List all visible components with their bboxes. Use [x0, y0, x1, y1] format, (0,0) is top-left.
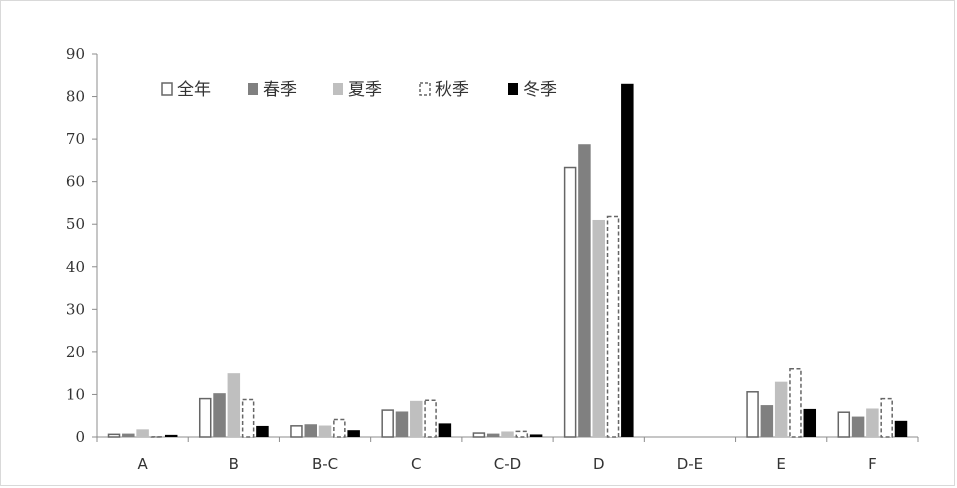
legend-label: 夏季: [348, 80, 382, 100]
bar-B-夏季: [228, 373, 241, 437]
bar-F-春季: [852, 417, 865, 437]
bar-B-冬季: [256, 426, 269, 437]
bar-E-冬季: [804, 409, 817, 437]
bar-B-春季: [213, 393, 226, 437]
bar-B-C-春季: [305, 424, 318, 437]
y-tick-label: 80: [66, 88, 85, 106]
y-tick-label: 50: [66, 215, 85, 233]
bar-C-全年: [382, 410, 393, 437]
bar-F-全年: [838, 412, 849, 437]
bar-C-秋季: [425, 400, 436, 437]
bar-B-C-秋季: [334, 419, 345, 437]
bar-E-春季: [761, 405, 774, 437]
bar-D-夏季: [592, 220, 605, 437]
legend: 全年 春季 夏季 秋季 冬季: [162, 80, 557, 100]
legend-swatch-夏季: [333, 83, 343, 95]
bar-C-D-秋季: [516, 431, 527, 437]
bar-E-全年: [747, 392, 758, 437]
x-tick-label: D-E: [677, 455, 703, 473]
bar-C-春季: [396, 411, 409, 437]
bar-A-冬季: [165, 435, 178, 437]
legend-label: 秋季: [435, 80, 469, 100]
legend-label: 全年: [177, 80, 211, 100]
bar-A-夏季: [136, 429, 149, 437]
y-tick-label: 90: [66, 45, 85, 63]
y-tick-label: 0: [75, 428, 85, 446]
legend-swatch-冬季: [508, 83, 518, 95]
y-tick-label: 30: [66, 300, 85, 318]
bar-D-春季: [578, 144, 591, 437]
bar-B-C-全年: [291, 426, 302, 437]
bar-B-C-冬季: [347, 430, 360, 437]
x-tick-label: C: [411, 455, 421, 473]
x-tick-label: E: [776, 455, 785, 473]
bar-C-D-夏季: [501, 431, 514, 437]
bar-E-秋季: [790, 369, 801, 437]
x-tick-label: B-C: [312, 455, 338, 473]
legend-label: 春季: [263, 80, 297, 100]
bar-C-D-全年: [473, 433, 484, 437]
bar-C-冬季: [439, 423, 452, 437]
x-tick-label: C-D: [494, 455, 521, 473]
bar-A-春季: [122, 434, 135, 437]
y-tick-label: 70: [66, 130, 85, 148]
bar-A-全年: [109, 434, 120, 437]
x-tick-label: F: [868, 455, 877, 473]
bars: [109, 84, 908, 437]
legend-swatch-全年: [162, 83, 172, 95]
bar-C-夏季: [410, 401, 423, 437]
legend-label: 冬季: [523, 80, 557, 100]
bar-C-D-冬季: [530, 434, 543, 437]
y-tick-label: 10: [66, 385, 85, 403]
bar-B-全年: [200, 399, 211, 437]
bar-C-D-春季: [487, 434, 500, 437]
legend-swatch-秋季: [420, 83, 430, 95]
y-axis: 0 10 20 30 40 50 60 70 80 90: [66, 45, 97, 446]
y-tick-label: 60: [66, 173, 85, 191]
x-tick-label: A: [137, 455, 148, 473]
bar-E-夏季: [775, 382, 788, 437]
y-tick-label: 40: [66, 258, 85, 276]
bar-D-全年: [565, 168, 576, 437]
bar-B-秋季: [243, 399, 254, 437]
x-tick-label: D: [593, 455, 605, 473]
bar-F-秋季: [881, 399, 892, 437]
x-axis: A B B-C C C-D D D-E E F: [97, 437, 918, 473]
bar-F-冬季: [895, 421, 908, 437]
y-tick-label: 20: [66, 343, 85, 361]
bar-B-C-夏季: [319, 426, 332, 437]
bar-D-冬季: [621, 84, 634, 437]
x-tick-label: B: [229, 455, 239, 473]
bar-D-秋季: [608, 216, 619, 437]
bar-F-夏季: [866, 408, 879, 437]
legend-swatch-春季: [248, 83, 258, 95]
